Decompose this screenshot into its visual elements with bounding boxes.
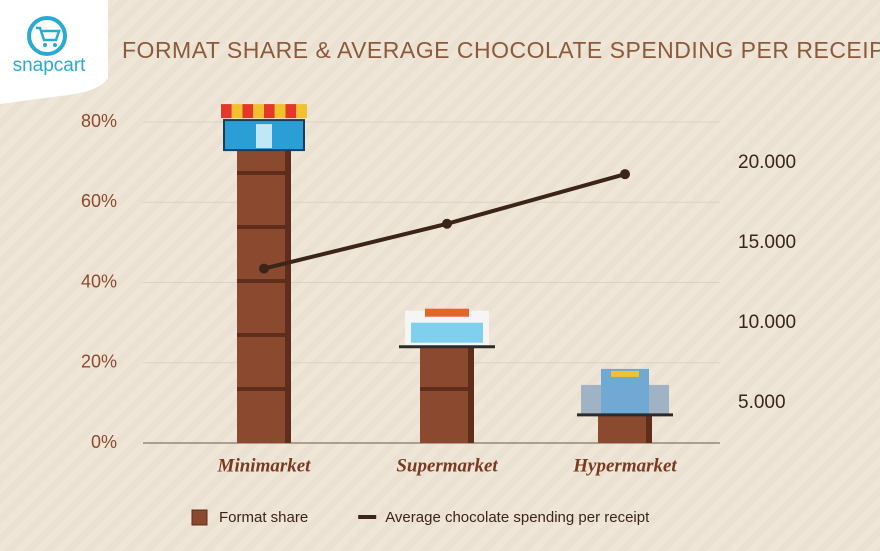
bar xyxy=(598,414,652,443)
y2-tick-label: 15.000 xyxy=(738,232,796,253)
bar xyxy=(420,346,474,443)
y-tick-label: 40% xyxy=(81,271,117,291)
store-sign xyxy=(611,370,639,377)
awning-stripe xyxy=(285,104,297,119)
bar-shade xyxy=(468,346,474,443)
store-icon xyxy=(577,368,673,417)
line-point xyxy=(259,263,269,274)
line-point xyxy=(442,218,452,229)
bar-shade xyxy=(285,150,291,443)
store-window xyxy=(411,322,483,343)
x-tick-label: Minimarket xyxy=(217,455,312,476)
bar-shade xyxy=(646,414,652,443)
awning-stripe xyxy=(231,104,243,119)
y2-tick-label: 20.000 xyxy=(738,152,796,173)
y-tick-label: 0% xyxy=(91,432,117,452)
awning-stripe xyxy=(221,104,232,119)
store-sign xyxy=(425,308,469,317)
y-tick-label: 80% xyxy=(81,111,117,131)
store-door xyxy=(256,124,272,149)
y-tick-label: 20% xyxy=(81,352,117,372)
store-icon xyxy=(399,308,495,349)
legend-label: Average chocolate spending per receipt xyxy=(385,509,650,526)
awning-stripe xyxy=(296,104,307,119)
x-tick-label: Supermarket xyxy=(396,455,498,476)
awning-stripe xyxy=(242,104,254,119)
y2-tick-label: 10.000 xyxy=(738,312,796,333)
awning-stripe xyxy=(253,104,264,119)
logo-icon xyxy=(27,16,67,56)
chart-title: FORMAT SHARE & AVERAGE CHOCOLATE SPENDIN… xyxy=(122,37,880,63)
store-icon xyxy=(221,104,307,152)
bar xyxy=(237,150,291,443)
awning-stripe xyxy=(274,104,286,119)
awning-stripe xyxy=(264,104,275,119)
line-point xyxy=(620,169,630,180)
x-tick-label: Hypermarket xyxy=(572,455,677,476)
legend-label: Format share xyxy=(219,509,308,526)
legend-swatch xyxy=(191,509,208,526)
y2-tick-label: 5.000 xyxy=(738,392,786,413)
y-tick-label: 60% xyxy=(81,191,117,211)
logo-text: snapcart xyxy=(13,55,87,76)
